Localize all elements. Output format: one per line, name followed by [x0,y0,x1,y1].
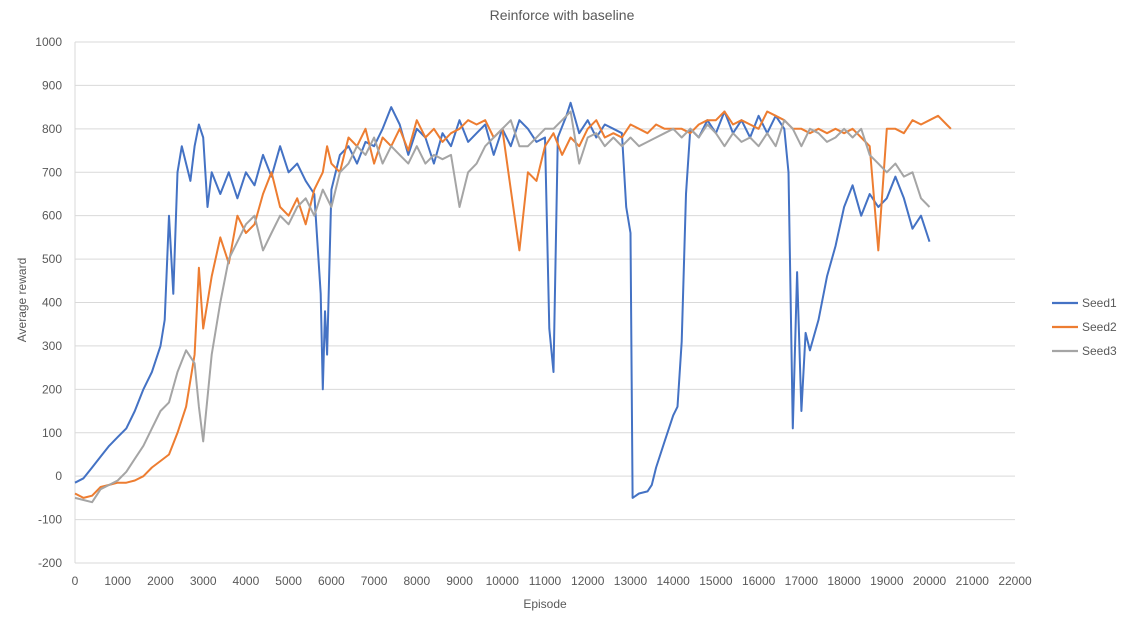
y-tick-label: 300 [42,339,62,353]
y-tick-label: -200 [38,556,62,570]
y-tick-label: 1000 [35,35,62,49]
x-tick-label: 8000 [403,574,430,588]
x-tick-label: 5000 [275,574,302,588]
x-tick-label: 3000 [190,574,217,588]
x-tick-label: 7000 [361,574,388,588]
legend-label: Seed3 [1082,344,1117,358]
y-tick-label: 600 [42,209,62,223]
x-tick-label: 12000 [571,574,605,588]
x-tick-label: 19000 [870,574,904,588]
x-tick-label: 15000 [699,574,733,588]
gridlines [74,41,1015,564]
legend-label: Seed1 [1082,296,1117,310]
x-axis-ticks: 0 1000 2000 3000 4000 5000 6000 7000 8000 9000 100… [72,574,1032,588]
legend-label: Seed2 [1082,320,1117,334]
x-axis-label: Episode [523,597,567,611]
x-tick-label: 16000 [742,574,776,588]
x-tick-label: 4000 [233,574,260,588]
x-tick-label: 6000 [318,574,345,588]
y-axis-label: Average reward [15,258,29,343]
x-tick-label: 1000 [104,574,131,588]
x-tick-label: 20000 [913,574,947,588]
legend: Seed1 Seed2 Seed3 [1052,296,1117,358]
x-tick-label: 13000 [614,574,648,588]
x-tick-label: 9000 [446,574,473,588]
y-tick-label: 100 [42,426,62,440]
y-tick-label: 800 [42,122,62,136]
x-tick-label: 0 [72,574,79,588]
x-tick-label: 21000 [956,574,990,588]
x-tick-label: 11000 [529,574,562,588]
y-tick-label: 200 [42,382,62,396]
x-tick-label: 18000 [827,574,861,588]
x-tick-label: 14000 [656,574,690,588]
x-tick-label: 10000 [486,574,520,588]
x-tick-label: 22000 [998,574,1032,588]
chart-title: Reinforce with baseline [490,7,635,23]
series-line-seed2 [74,110,952,499]
y-tick-label: 900 [42,78,62,92]
y-tick-label: 500 [42,252,62,266]
y-tick-label: -100 [38,513,62,527]
series-line-seed3 [74,110,931,504]
series-lines [74,101,952,504]
y-tick-label: 400 [42,296,62,310]
series-line-seed1 [74,101,931,499]
x-tick-label: 2000 [147,574,174,588]
x-tick-label: 17000 [785,574,819,588]
y-tick-label: 0 [55,469,62,483]
y-tick-label: 700 [42,165,62,179]
